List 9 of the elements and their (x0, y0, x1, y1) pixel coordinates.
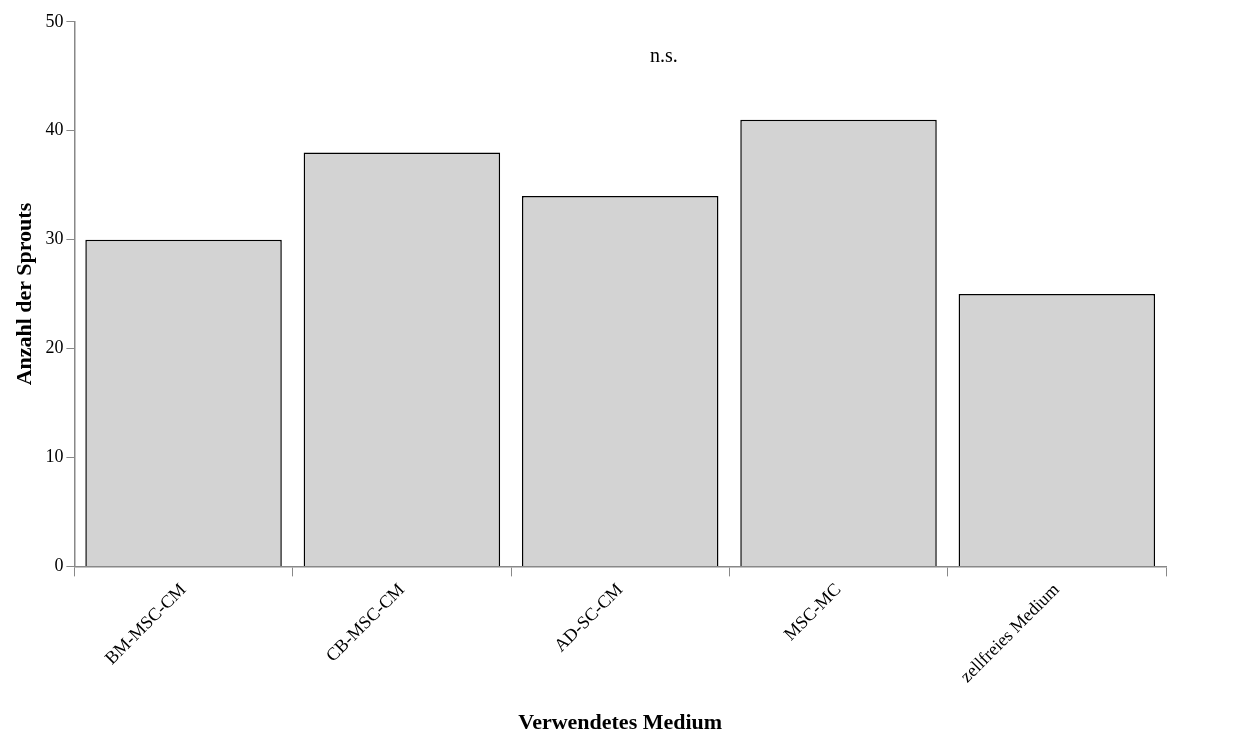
annotation: n.s. (649, 44, 678, 67)
y-axis-title: Anzahl der Sprouts (10, 202, 36, 386)
y-tick-label: 40 (45, 119, 64, 140)
y-tick-label: 0 (54, 555, 64, 576)
y-tick-label: 10 (45, 446, 64, 467)
y-tick-label: 30 (45, 228, 64, 249)
y-tick-label: 20 (45, 337, 64, 358)
y-tick-label: 50 (45, 10, 64, 31)
x-axis-title: Verwendetes Medium (518, 709, 723, 735)
